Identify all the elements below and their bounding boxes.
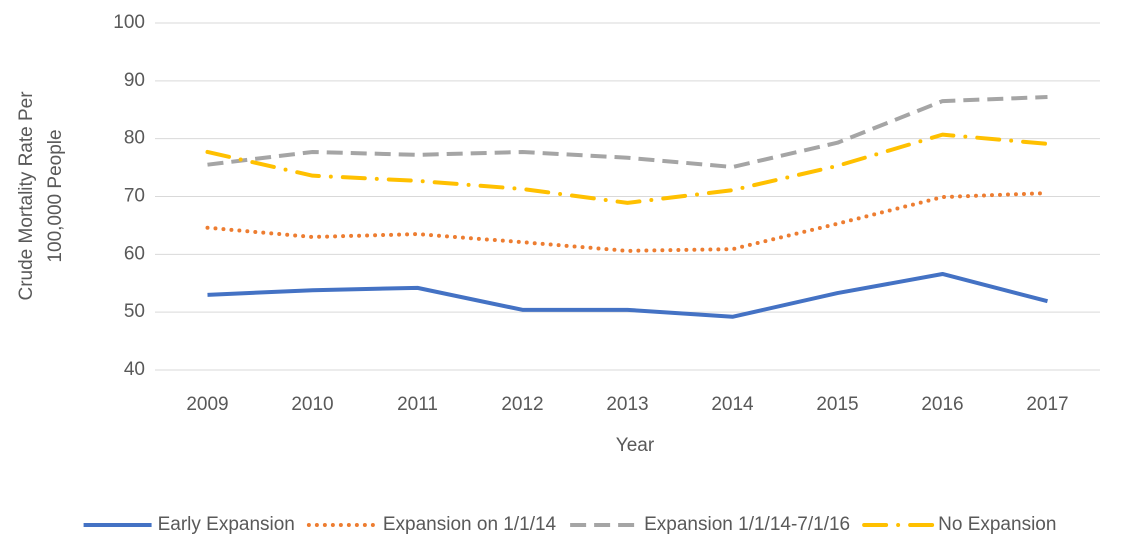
- legend-label: Early Expansion: [158, 514, 295, 535]
- x-tick-label: 2010: [291, 394, 333, 415]
- x-axis-title: Year: [616, 435, 655, 456]
- y-tick-label: 90: [124, 70, 145, 91]
- y-tick-label: 100: [113, 12, 145, 33]
- y-axis-title: Crude Mortality Rate Per: [16, 91, 37, 301]
- x-tick-label: 2013: [606, 394, 648, 415]
- y-tick-label: 80: [124, 128, 145, 149]
- x-tick-label: 2011: [397, 394, 438, 415]
- y-tick-label: 50: [124, 301, 145, 322]
- legend-label: Expansion 1/1/14-7/1/16: [644, 514, 850, 535]
- x-tick-label: 2012: [501, 394, 543, 415]
- y-tick-label: 70: [124, 186, 145, 207]
- x-tick-label: 2014: [711, 394, 754, 415]
- x-tick-label: 2009: [186, 394, 228, 415]
- series-line: [205, 132, 1050, 205]
- x-tick-label: 2017: [1026, 394, 1068, 415]
- x-tick-label: 2016: [921, 394, 963, 415]
- y-tick-label: 40: [124, 359, 145, 380]
- series-line: [207, 95, 1048, 170]
- y-axis-title: 100,000 People: [45, 129, 66, 262]
- series-line: [207, 271, 1049, 319]
- y-tick-label: 60: [124, 243, 145, 264]
- x-tick-label: 2015: [816, 394, 858, 415]
- legend-label: Expansion on 1/1/14: [383, 514, 557, 535]
- legend-label: No Expansion: [938, 514, 1056, 535]
